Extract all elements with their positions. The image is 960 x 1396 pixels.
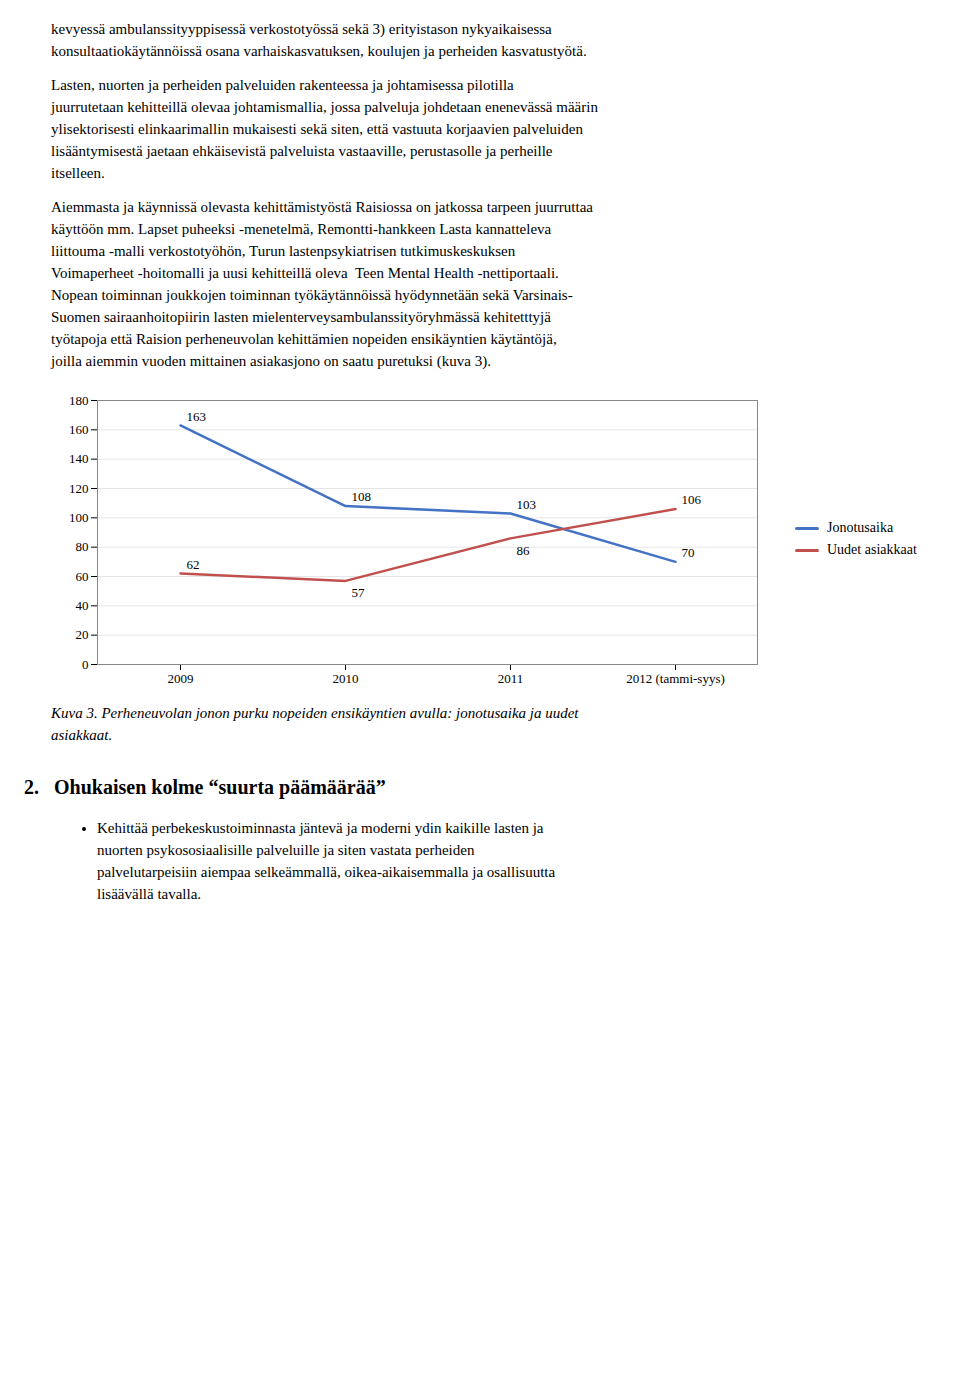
html-text:itselleen.: itselleen. — [51, 165, 105, 181]
svg-text:160: 160 — [69, 422, 89, 437]
svg-text:103: 103 — [517, 497, 537, 512]
html-text:nuorten psykososiaalisille pal: nuorten psykososiaalisille palveluille j… — [97, 842, 475, 858]
svg-text:140: 140 — [69, 451, 89, 466]
svg-text:40: 40 — [76, 598, 89, 613]
html-text:lisäävällä tavalla.: lisäävällä tavalla. — [97, 886, 202, 902]
html-text:juurrutetaan kehitteillä oleva: juurrutetaan kehitteillä olevaa johtamis… — [51, 99, 598, 115]
svg-text:0: 0 — [82, 657, 89, 672]
svg-text:62: 62 — [187, 557, 200, 572]
svg-text:86: 86 — [517, 543, 531, 558]
svg-text:2009: 2009 — [168, 671, 194, 686]
svg-text:57: 57 — [352, 585, 366, 600]
svg-text:2012 (tammi-syys): 2012 (tammi-syys) — [626, 671, 725, 686]
html-text:kevyessä ambulanssityyppisessä: kevyessä ambulanssityyppisessä verkostot… — [51, 21, 552, 37]
svg-text:120: 120 — [69, 481, 89, 496]
html-text:Lasten, nuorten ja perheiden p: Lasten, nuorten ja perheiden palveluiden… — [51, 77, 514, 93]
svg-text:80: 80 — [76, 539, 89, 554]
html-text:Kehittää perbekeskustoiminnast: Kehittää perbekeskustoiminnasta jäntevä … — [97, 820, 544, 836]
html-text:asiakkaat.: asiakkaat. — [51, 727, 113, 743]
html-text:konsultaatiokäytännöissä osana: konsultaatiokäytännöissä osana varhaiska… — [51, 43, 587, 59]
svg-text:70: 70 — [682, 545, 695, 560]
html-text:Uudet asiakkaat: Uudet asiakkaat — [827, 542, 917, 557]
svg-text:108: 108 — [352, 489, 372, 504]
svg-text:2011: 2011 — [498, 671, 524, 686]
html-text:käyttöön mm. Lapset puheeksi -: käyttöön mm. Lapset puheeksi -menetelmä,… — [51, 221, 552, 237]
svg-text:180: 180 — [69, 393, 89, 408]
html-text:liittouma -malli verkostotyöhö: liittouma -malli verkostotyöhön, Turun l… — [51, 243, 516, 259]
html-text:Kuva 3. Perheneuvolan jonon pu: Kuva 3. Perheneuvolan jonon purku nopeid… — [51, 705, 579, 721]
html-text:2. Ohukaisen kolme “suurta pää: 2. Ohukaisen kolme “suurta päämäärää” — [24, 776, 386, 798]
svg-text:100: 100 — [69, 510, 89, 525]
svg-text:20: 20 — [76, 627, 89, 642]
html-text:palvelutarpeisiin aiempaa selk: palvelutarpeisiin aiempaa selkeämmallä, … — [97, 864, 556, 880]
svg-text:163: 163 — [187, 409, 207, 424]
svg-text:106: 106 — [682, 492, 702, 507]
svg-text:2010: 2010 — [333, 671, 359, 686]
html-text:ylisektorisesti elinkaarimalli: ylisektorisesti elinkaarimallin mukaises… — [51, 121, 583, 137]
html-text:Voimaperheet -hoitomalli ja uu: Voimaperheet -hoitomalli ja uusi kehitte… — [51, 265, 559, 281]
svg-text:60: 60 — [76, 569, 89, 584]
html-text:Aiemmasta ja käynnissä olevast: Aiemmasta ja käynnissä olevasta kehittäm… — [51, 199, 593, 215]
html-text:lisääntymisestä jaetaan ehkäis: lisääntymisestä jaetaan ehkäisevistä pal… — [51, 143, 553, 159]
html-text:Suomen sairaanhoitopiirin last: Suomen sairaanhoitopiirin lasten mielent… — [51, 309, 551, 325]
html-text:Jonotusaika: Jonotusaika — [827, 520, 894, 535]
html-text:joilla aiemmin vuoden mittaine: joilla aiemmin vuoden mittainen asiakasj… — [51, 353, 491, 369]
html-text:työtapoja että Raision perhene: työtapoja että Raision perheneuvolan keh… — [51, 331, 557, 347]
html-text:Nopean toiminnan joukkojen toi: Nopean toiminnan joukkojen toiminnan työ… — [51, 287, 573, 303]
